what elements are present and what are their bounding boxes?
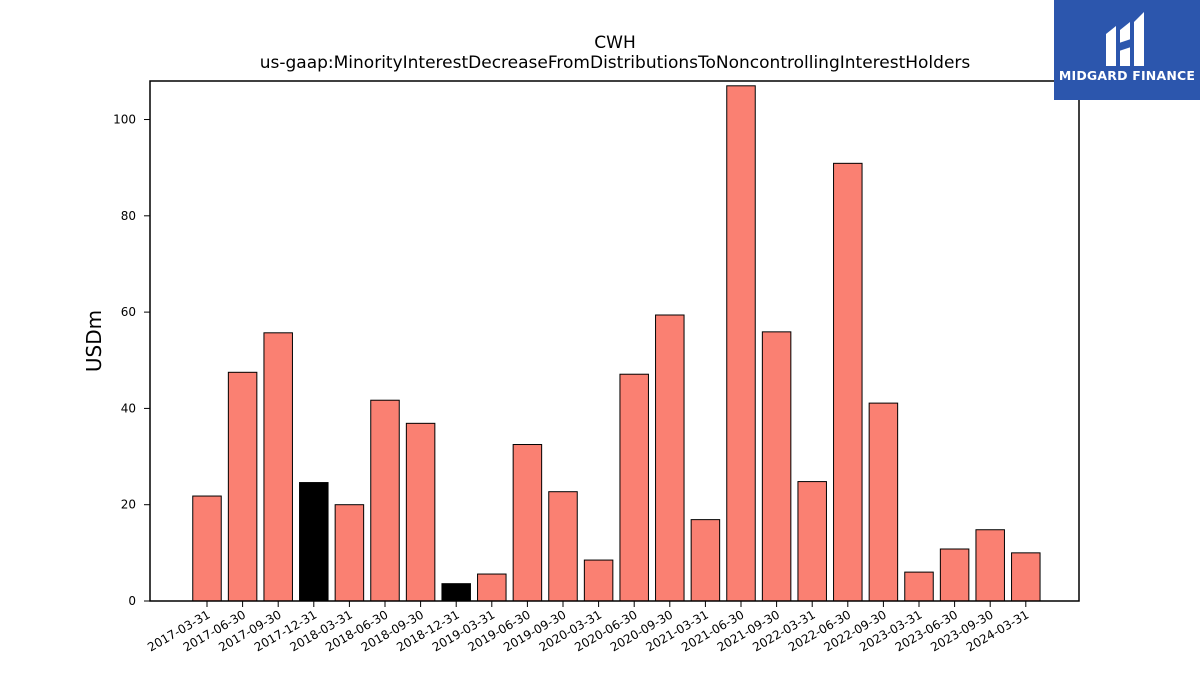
bar-2019-09-30 [548,491,578,602]
bar-2017-09-30 [263,332,293,602]
bar-2022-03-31 [797,481,827,602]
bar-2017-06-30 [227,371,258,602]
bars-group [192,85,1041,602]
y-tick-label: 40 [121,401,136,415]
bar-2019-06-30 [512,444,543,602]
bar-2017-12-31 [299,482,329,602]
y-ticks-group: 0 20 40 60 80 100 [113,113,150,608]
chart-title: CWH [594,33,635,53]
bar-2017-03-31 [192,495,222,602]
bar-2021-03-31 [690,519,721,602]
y-tick-label: 100 [113,113,136,127]
bar-2018-12-31 [441,583,471,602]
y-tick-label: 80 [121,209,136,223]
chart-subtitle: us-gaap:MinorityInterestDecreaseFromDist… [260,53,971,73]
bar-2024-03-31 [1011,552,1041,602]
y-tick-label: 60 [121,305,136,319]
logo-text: MIDGARD FINANCE [1058,68,1196,83]
bar-2023-03-31 [904,571,934,602]
y-axis-label: USDm [82,310,106,372]
bar-2018-09-30 [405,422,436,602]
bar-2018-06-30 [370,399,400,602]
y-tick-label: 0 [128,594,136,608]
brand-logo: MIDGARD FINANCE [1054,0,1200,100]
bar-2022-09-30 [868,402,899,602]
bar-2020-09-30 [655,314,685,602]
logo-mark-icon [1106,12,1144,66]
bar-2020-06-30 [619,373,649,602]
y-tick-label: 20 [121,498,136,512]
bar-2019-03-31 [477,573,507,602]
bar-2021-09-30 [761,331,792,602]
bar-2021-06-30 [726,85,756,602]
bar-2022-06-30 [833,162,863,602]
x-ticks-group: 2017-03-312017-06-302017-09-302017-12-31… [145,601,1031,654]
bar-2018-03-31 [334,504,365,602]
bar-2020-03-31 [583,559,614,602]
bar-2023-06-30 [939,548,970,602]
bar-2023-09-30 [975,529,1005,602]
plot-frame [149,80,1080,602]
